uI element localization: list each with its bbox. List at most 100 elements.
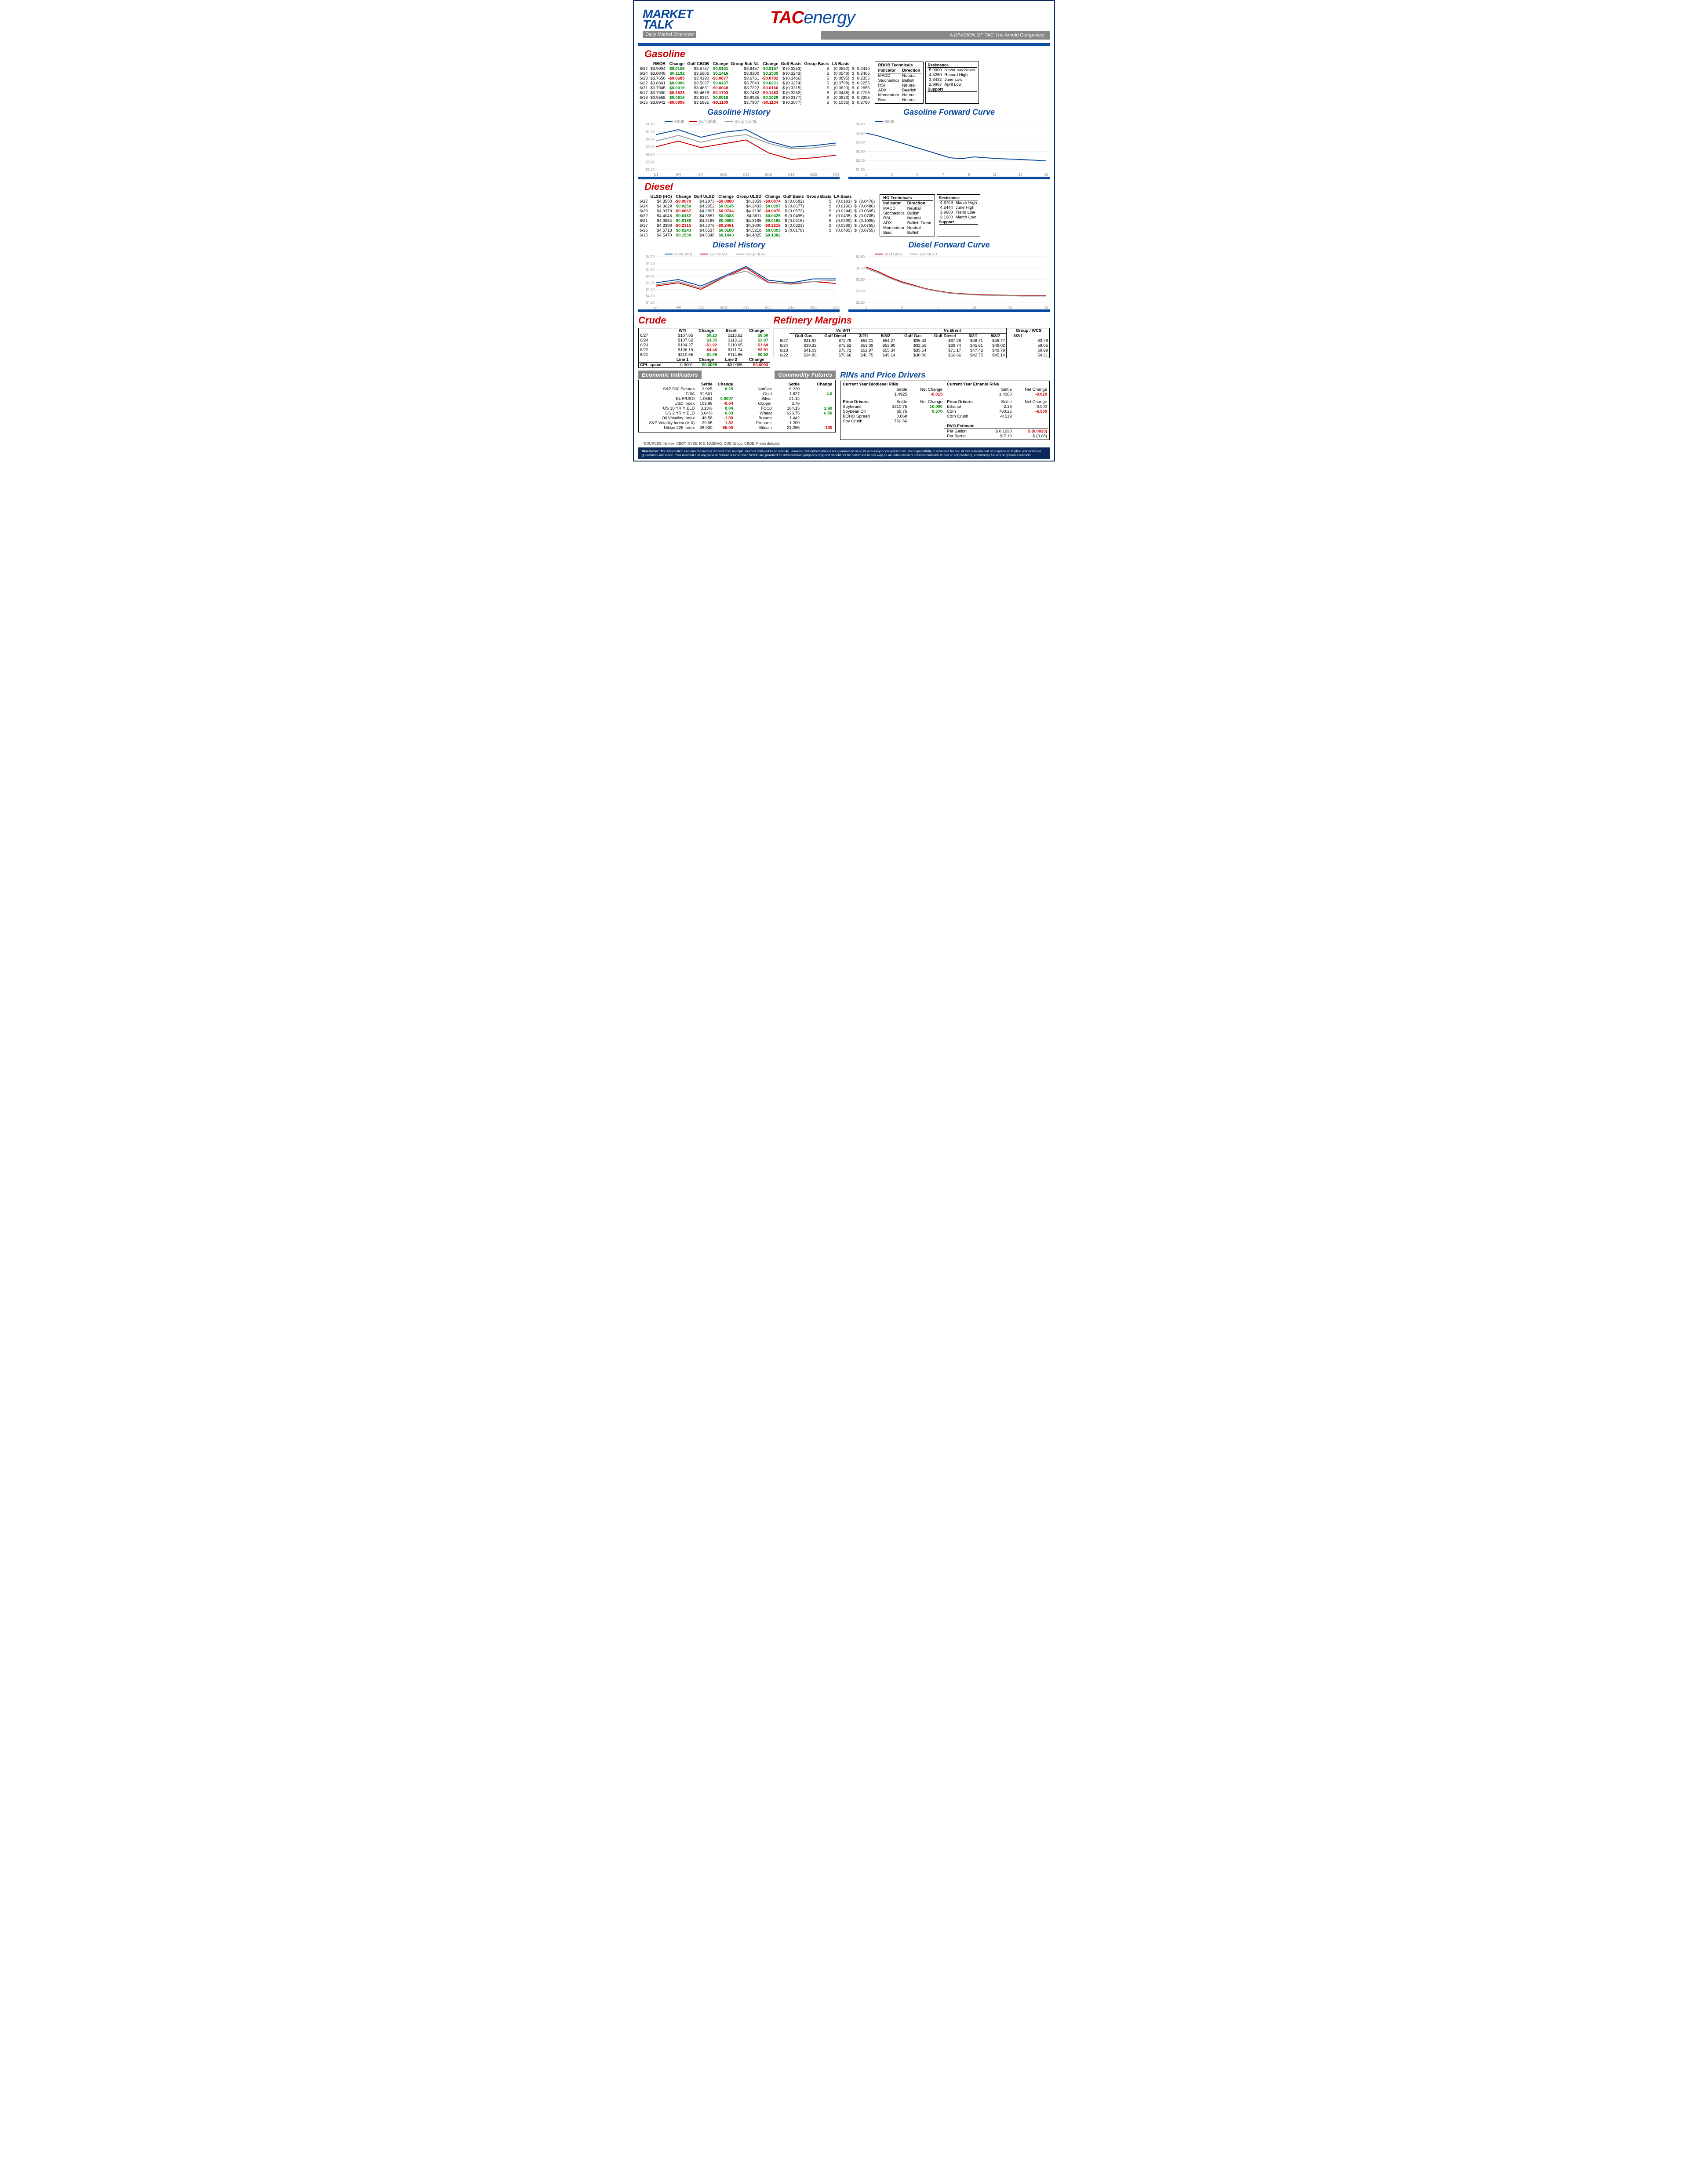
ho-technicals: HO TechnicalsIndicatorDirectionMACDNeutr…: [880, 194, 935, 236]
svg-text:6/22: 6/22: [810, 173, 817, 177]
svg-text:$3.60: $3.60: [646, 153, 655, 156]
svg-text:$3.90: $3.90: [856, 131, 865, 135]
svg-text:13: 13: [1019, 173, 1022, 177]
res-title: Resistance: [928, 63, 977, 68]
svg-text:6/9: 6/9: [676, 305, 681, 309]
rbob-technicals: RBOB TechnicalsIndicatorDirectionMACDNeu…: [875, 62, 924, 104]
svg-text:$4.00: $4.00: [646, 301, 655, 305]
division-bar: A DIVISION OF TAC The Arnold Companies: [821, 31, 1050, 40]
svg-text:11: 11: [993, 173, 997, 177]
disclaimer-label: Disclaimer:: [642, 449, 659, 453]
svg-text:6/19: 6/19: [788, 305, 795, 309]
svg-text:$4.00: $4.00: [646, 138, 655, 142]
svg-text:$4.20: $4.20: [646, 287, 655, 291]
svg-text:6/7: 6/7: [698, 173, 704, 177]
gas-forward-title: Gasoline Forward Curve: [848, 108, 1050, 117]
svg-text:6/17: 6/17: [765, 305, 772, 309]
svg-text:6/16: 6/16: [765, 173, 772, 177]
refinery-title: Refinery Margins: [774, 315, 1050, 326]
logo-subtitle: Daily Market Overview: [643, 31, 696, 38]
svg-text:7: 7: [942, 173, 944, 177]
disclaimer-text: The information contained herein is deri…: [642, 449, 1041, 457]
svg-text:6/19: 6/19: [788, 173, 795, 177]
diesel-forward-title: Diesel Forward Curve: [848, 240, 1050, 250]
svg-text:Gulf ULSD: Gulf ULSD: [920, 252, 937, 256]
svg-text:Gulf ULSD: Gulf ULSD: [710, 252, 727, 256]
header-rule: [638, 43, 1050, 46]
svg-text:$4.70: $4.70: [646, 255, 655, 259]
econ-table: SettleChangeS&P 500 Futures3,9258.25DJIA…: [640, 382, 735, 430]
svg-text:RBOB: RBOB: [674, 120, 684, 124]
svg-text:6/21: 6/21: [810, 305, 817, 309]
svg-text:4: 4: [901, 305, 903, 309]
rins-box: Current Year Biodiesel RINsCurrent Year …: [840, 381, 1050, 440]
gasoline-row: RBOBChangeGulf CBOBChangeGroup Sub NLCha…: [638, 62, 1050, 105]
svg-text:$4.20: $4.20: [646, 130, 655, 134]
svg-text:$3.20: $3.20: [646, 168, 655, 172]
svg-text:$4.50: $4.50: [646, 268, 655, 272]
svg-text:$2.90: $2.90: [856, 149, 865, 153]
svg-text:$2.40: $2.40: [856, 159, 865, 163]
svg-text:6/4: 6/4: [676, 173, 681, 177]
svg-text:$2.80: $2.80: [856, 301, 865, 305]
svg-text:6/23: 6/23: [833, 305, 840, 309]
svg-text:$3.80: $3.80: [646, 145, 655, 149]
gasoline-title: Gasoline: [644, 48, 1050, 60]
svg-text:Group ULSD: Group ULSD: [746, 252, 766, 256]
svg-text:$4.30: $4.30: [646, 281, 655, 285]
tac-logo: TACenergy: [770, 8, 855, 28]
diesel-res-title: Resistance: [939, 196, 979, 200]
svg-text:ULSD (HO): ULSD (HO): [884, 252, 902, 256]
svg-text:Group Sub NL: Group Sub NL: [735, 120, 757, 124]
diesel-table: ULSD (HO)ChangeGulf ULSDChangeGroup ULSD…: [638, 194, 876, 238]
svg-text:1: 1: [865, 173, 867, 177]
svg-text:6/10: 6/10: [720, 173, 727, 177]
crude-table: WTIChangeBrentChange6/27$107.85$0.23$113…: [638, 328, 770, 368]
rins-title: RINs and Price Drivers: [840, 371, 1050, 380]
svg-text:6/11: 6/11: [698, 305, 705, 309]
svg-text:6/13: 6/13: [720, 305, 727, 309]
gasoline-res-support: Resistance 5.0000Never say Never4.3260Re…: [925, 62, 979, 104]
crude-title: Crude: [638, 315, 770, 326]
svg-text:7: 7: [937, 305, 939, 309]
disclaimer: Disclaimer: The information contained he…: [638, 447, 1050, 459]
diesel-row: ULSD (HO)ChangeGulf ULSDChangeGroup ULSD…: [638, 194, 1050, 238]
market-talk-logo: MARKET TALK Daily Market Overview: [643, 7, 696, 38]
svg-text:15: 15: [1044, 173, 1048, 177]
svg-text:ULSD (HO): ULSD (HO): [674, 252, 692, 256]
svg-text:6/13: 6/13: [742, 173, 749, 177]
gasoline-history-chart: $3.20 $3.40 $3.60 $3.80 $4.00 $4.20 $4.40 6/1 6/…: [638, 118, 840, 179]
diesel-forward-chart: $2.80$3.30$3.80$4.30$4.80147101316ULSD (…: [848, 251, 1050, 312]
gas-history-title: Gasoline History: [638, 108, 840, 117]
svg-text:6/15: 6/15: [742, 305, 749, 309]
svg-text:16: 16: [1044, 305, 1048, 309]
page-header: MARKET TALK Daily Market Overview TACene…: [638, 4, 1050, 43]
svg-text:Gulf CBOB: Gulf CBOB: [699, 120, 717, 124]
svg-text:$4.60: $4.60: [646, 262, 655, 265]
svg-text:$4.40: $4.40: [856, 122, 865, 126]
svg-text:1: 1: [865, 305, 867, 309]
svg-text:$4.40: $4.40: [646, 122, 655, 126]
svg-text:$3.80: $3.80: [856, 278, 865, 282]
svg-text:6/7: 6/7: [653, 305, 658, 309]
diesel-history-chart: $4.00$4.10$4.20$4.30$4.40$4.50$4.60$4.70…: [638, 251, 840, 312]
diesel-history-title: Diesel History: [638, 240, 840, 250]
diesel-sup-title: Support: [939, 220, 979, 225]
svg-text:$4.10: $4.10: [646, 294, 655, 298]
svg-text:5: 5: [917, 173, 919, 177]
tac-text: TAC: [770, 8, 804, 27]
svg-text:$3.40: $3.40: [646, 160, 655, 164]
refinery-table: Vs WTIVs BrentGroup / WCSGulf GasGulf Di…: [774, 328, 1050, 358]
svg-text:$3.30: $3.30: [856, 289, 865, 293]
sup-title: Support: [928, 87, 977, 92]
svg-text:$1.90: $1.90: [856, 168, 865, 172]
gasoline-forward-chart: $1.90$2.40$2.90$3.40$3.90$4.401357911131…: [848, 118, 1050, 179]
svg-text:RBOB: RBOB: [884, 120, 895, 124]
svg-text:9: 9: [968, 173, 970, 177]
svg-text:6/1: 6/1: [653, 173, 658, 177]
diesel-title: Diesel: [644, 181, 1050, 193]
comm-table: SettleChangeNatGas6.220Gold1,8274.0Silve…: [740, 382, 834, 430]
energy-text: energy: [804, 8, 855, 27]
sources: *SOURCES: Nymex, CBOT, NYSE, ICE, NASDAQ…: [643, 442, 1045, 446]
svg-text:6/25: 6/25: [833, 173, 840, 177]
